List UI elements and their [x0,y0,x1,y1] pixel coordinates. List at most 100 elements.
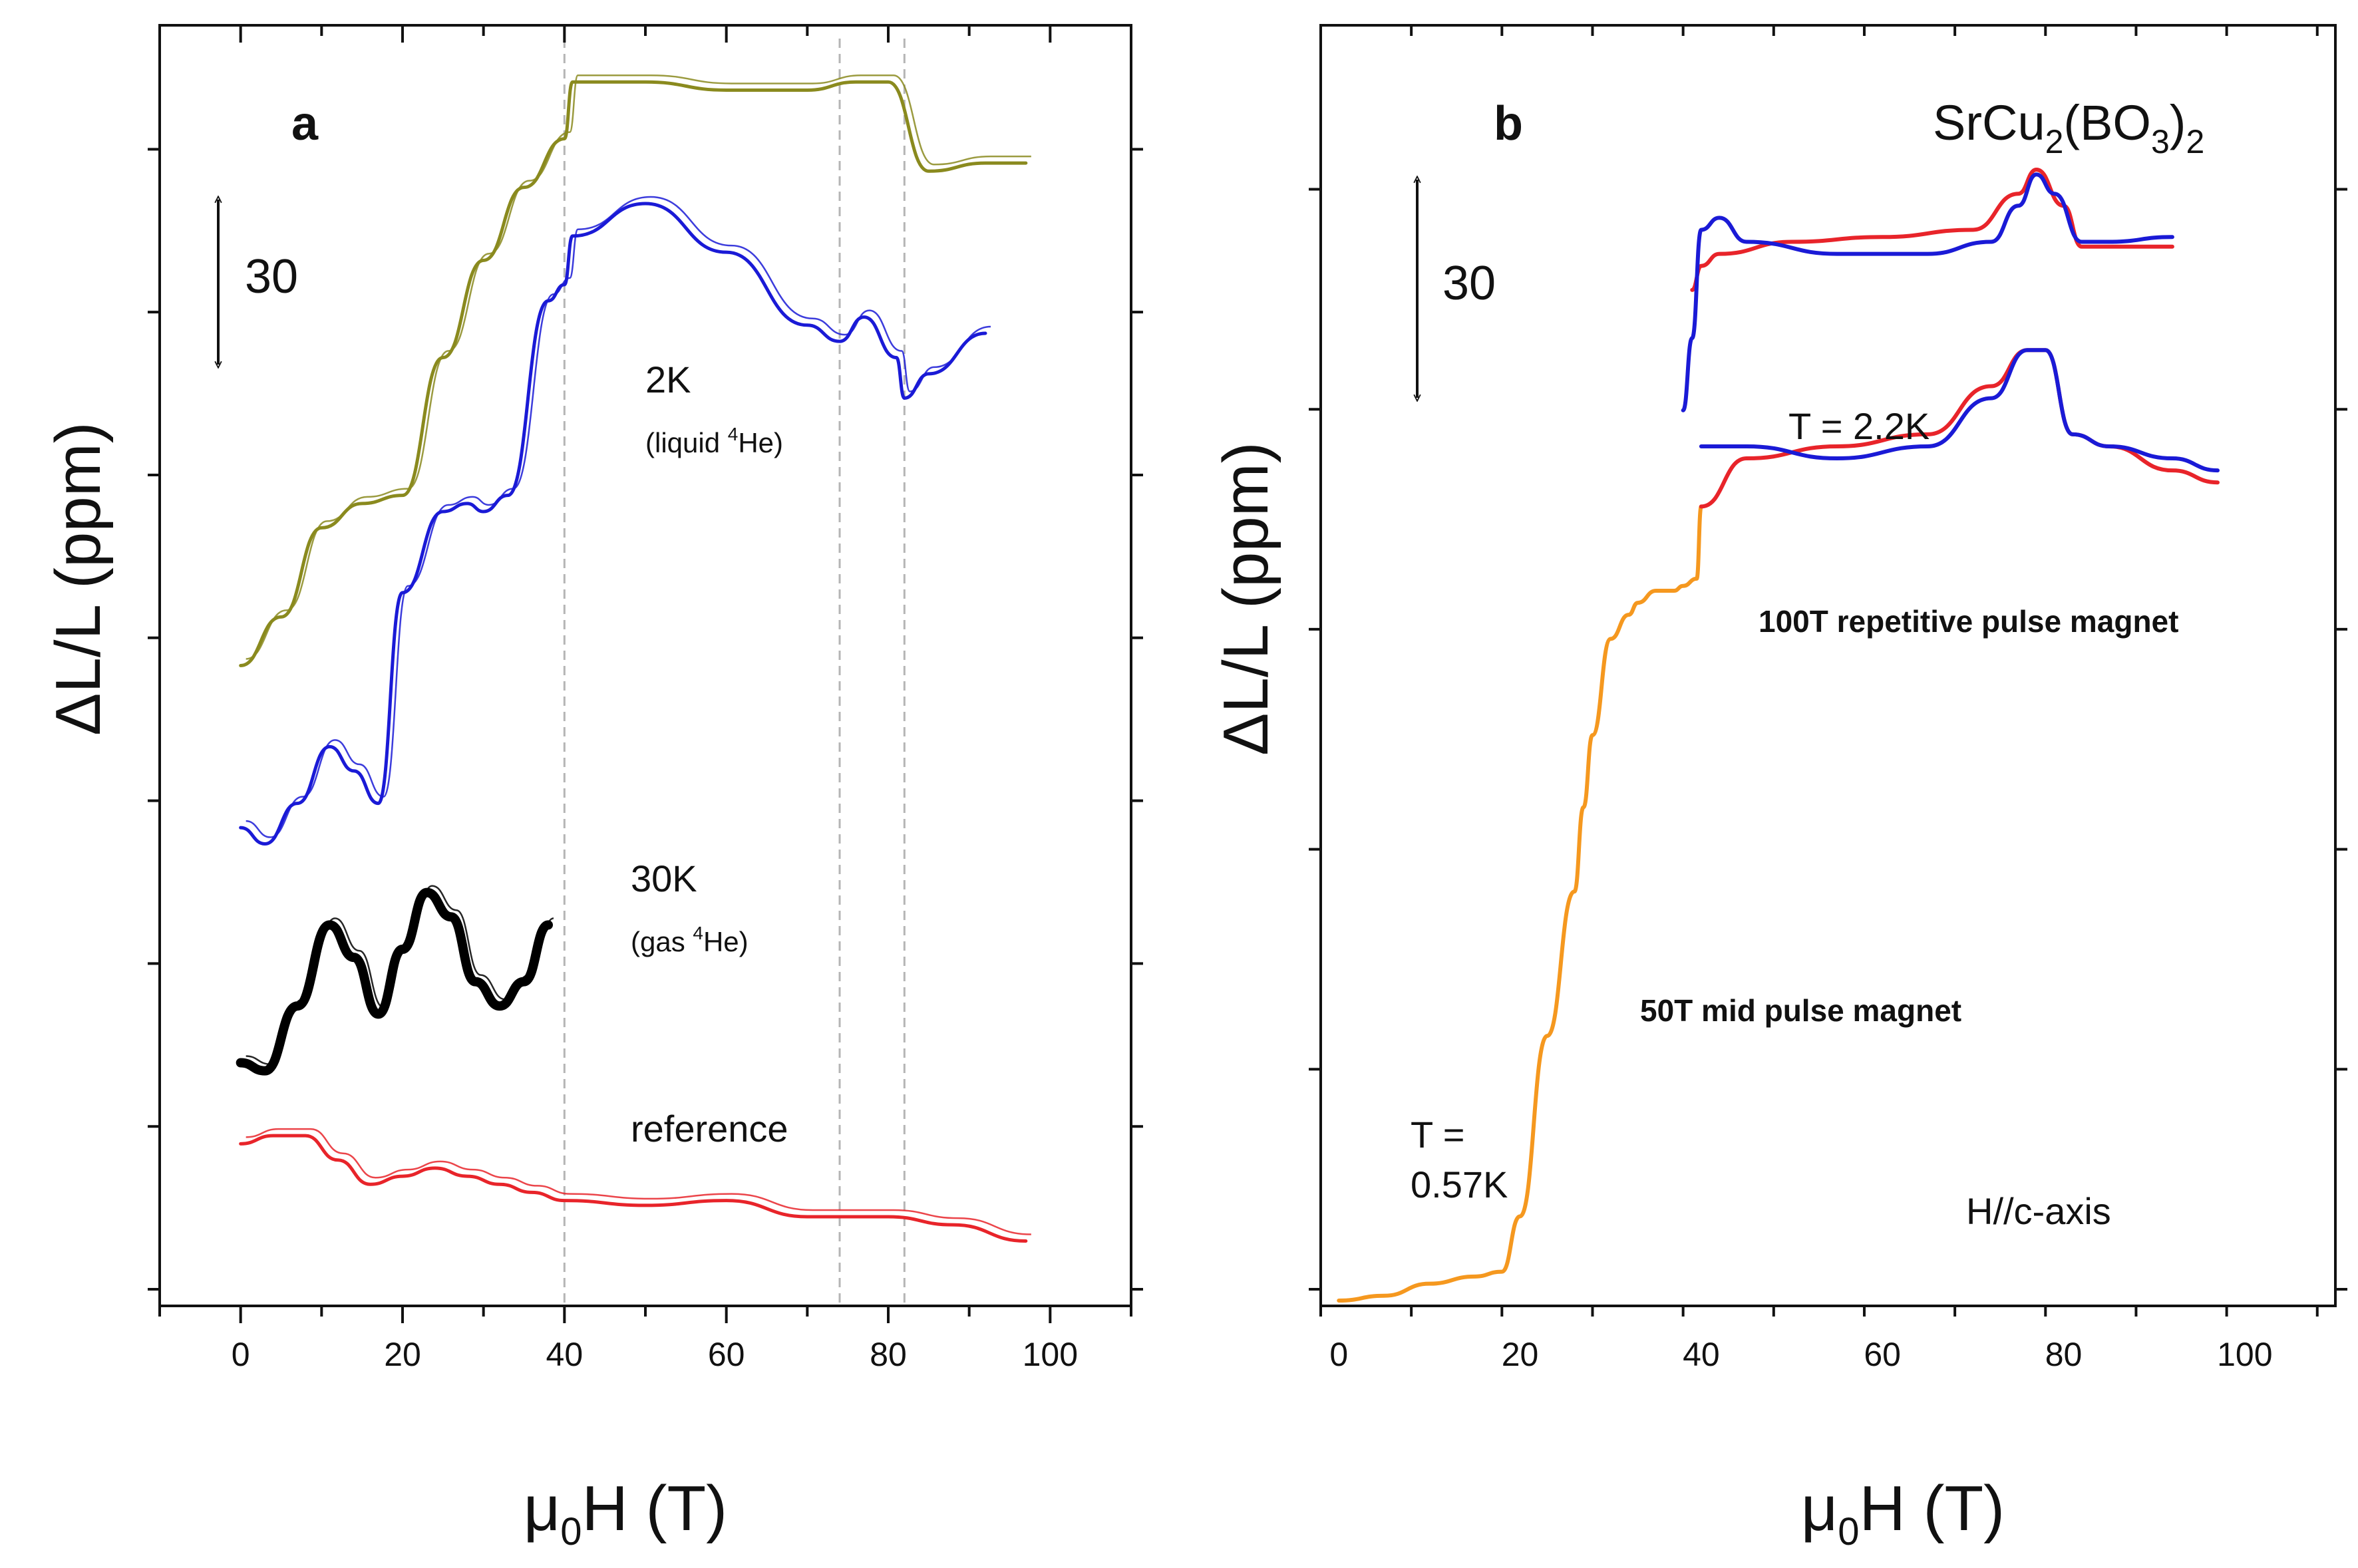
data-point [806,324,808,327]
x-tick-label: 20 [384,1336,421,1373]
data-point [1745,457,1748,460]
data-point [329,923,331,926]
label-2k-medium: (liquid 4He) [645,424,783,458]
data-point [1682,585,1685,587]
data-point [1700,228,1703,231]
label-reference: reference [631,1108,788,1150]
data-point [1627,613,1630,616]
data-point [2017,192,2019,195]
data-point [1990,241,1993,243]
panel-a: 0 20 40 60 80 100 30 a 2K (liquid 4He) 30K (g… [43,24,1143,1553]
series-line-1-2 [1699,348,2220,473]
data-point [2171,469,2174,472]
x-tick-label: 40 [546,1336,584,1373]
data-point [466,502,468,505]
data-point [1700,265,1703,267]
data-point [927,373,930,375]
data-point [2108,445,2110,448]
data-point [523,186,525,189]
data-point [863,316,865,319]
data-point [280,615,282,618]
series-line-1-0 [1337,504,1703,1303]
data-point [401,591,404,594]
label-t057-line2: 0.57K [1411,1164,1508,1205]
data-point [1745,445,1748,448]
data-point [523,981,525,983]
data-point [644,1204,647,1207]
data-point [369,1183,371,1185]
label-30k: 30K [631,858,697,899]
x-tick-label: 40 [1683,1336,1720,1373]
data-point [1836,445,1838,448]
data-point [838,340,841,343]
data-point [1836,457,1838,460]
data-point [2035,173,2038,176]
data-point [442,357,444,359]
data-point [506,494,509,497]
panel-a-series [236,75,1031,1243]
data-point [531,1191,534,1193]
data-point [644,202,647,205]
data-point [984,162,987,164]
data-point [466,1175,468,1177]
data-point [296,1005,299,1007]
data-point [547,299,550,302]
data-point [572,235,574,237]
series-line-1-3 [1690,168,2174,292]
data-point [2017,204,2019,207]
data-point [563,283,566,286]
series-line-sweep-1 [246,196,991,838]
data-point [498,1183,501,1185]
data-point [895,357,898,359]
data-point [2216,481,2219,484]
data-point [1881,235,1884,238]
data-point [1383,1295,1385,1297]
data-point [572,80,574,83]
data-point [1637,601,1639,604]
data-point [442,510,444,513]
data-point [240,665,242,667]
data-point [1718,216,1721,219]
data-point [2026,349,2029,351]
series-line-0-3 [239,1134,1028,1243]
label-t22: T = 2.2K [1788,405,1930,447]
data-point [563,1199,566,1202]
data-point [1790,241,1793,243]
data-point [2035,168,2038,171]
data-point [377,802,379,805]
data-point [644,80,647,83]
panel-a-guides [563,39,906,1306]
series-line-1-4 [1681,172,2174,412]
data-point [547,923,550,926]
x-tick-label: 60 [708,1336,745,1373]
data-point [1500,1271,1503,1273]
data-point [725,1199,728,1202]
data-point [377,1013,379,1015]
data-point [482,259,485,261]
data-point [353,956,355,959]
data-point [1971,228,1974,231]
data-point [1673,589,1675,592]
data-point [401,494,404,497]
data-point [1337,1299,1340,1302]
data-point [2108,241,2110,243]
data-point [1691,289,1693,291]
label-t057-line1: T = [1411,1114,1464,1156]
label-100t: 100T repetitive pulse magnet [1759,604,2178,639]
data-point [725,88,728,91]
data-point [240,826,242,829]
data-point [1745,241,1748,243]
data-point [361,502,363,505]
data-point [1718,253,1721,255]
data-point [240,1142,242,1145]
x-tick-label: 100 [2217,1336,2272,1373]
panel-a-xlabel: μ0H (T) [524,1473,727,1553]
data-point [2108,245,2110,248]
panel-b-letter: b [1494,97,1523,150]
data-point [1990,385,1993,388]
data-point [450,915,452,918]
data-point [304,1134,307,1137]
data-point [2171,245,2174,248]
series-line-0-1 [239,202,987,846]
